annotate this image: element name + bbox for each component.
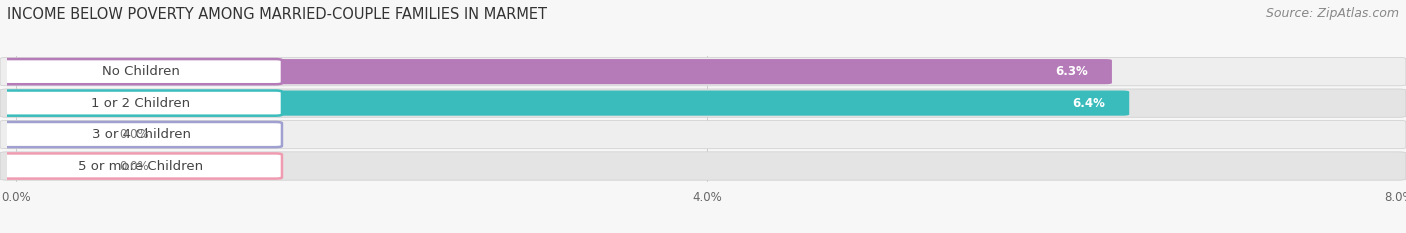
FancyBboxPatch shape [0, 152, 1406, 180]
Text: 1 or 2 Children: 1 or 2 Children [91, 97, 191, 110]
FancyBboxPatch shape [0, 90, 1129, 116]
FancyBboxPatch shape [0, 120, 1406, 149]
FancyBboxPatch shape [0, 122, 110, 147]
FancyBboxPatch shape [0, 153, 110, 178]
Text: 6.4%: 6.4% [1073, 97, 1105, 110]
FancyBboxPatch shape [0, 89, 1406, 117]
FancyBboxPatch shape [0, 122, 283, 147]
Text: Source: ZipAtlas.com: Source: ZipAtlas.com [1265, 7, 1399, 20]
Text: INCOME BELOW POVERTY AMONG MARRIED-COUPLE FAMILIES IN MARMET: INCOME BELOW POVERTY AMONG MARRIED-COUPL… [7, 7, 547, 22]
FancyBboxPatch shape [0, 58, 1406, 86]
FancyBboxPatch shape [0, 59, 283, 84]
Text: 0.0%: 0.0% [120, 128, 149, 141]
FancyBboxPatch shape [0, 90, 283, 116]
Text: 3 or 4 Children: 3 or 4 Children [91, 128, 191, 141]
FancyBboxPatch shape [0, 59, 1112, 84]
Text: No Children: No Children [103, 65, 180, 78]
Text: 6.3%: 6.3% [1054, 65, 1088, 78]
Text: 0.0%: 0.0% [120, 160, 149, 172]
FancyBboxPatch shape [0, 153, 283, 178]
Text: 5 or more Children: 5 or more Children [79, 160, 204, 172]
